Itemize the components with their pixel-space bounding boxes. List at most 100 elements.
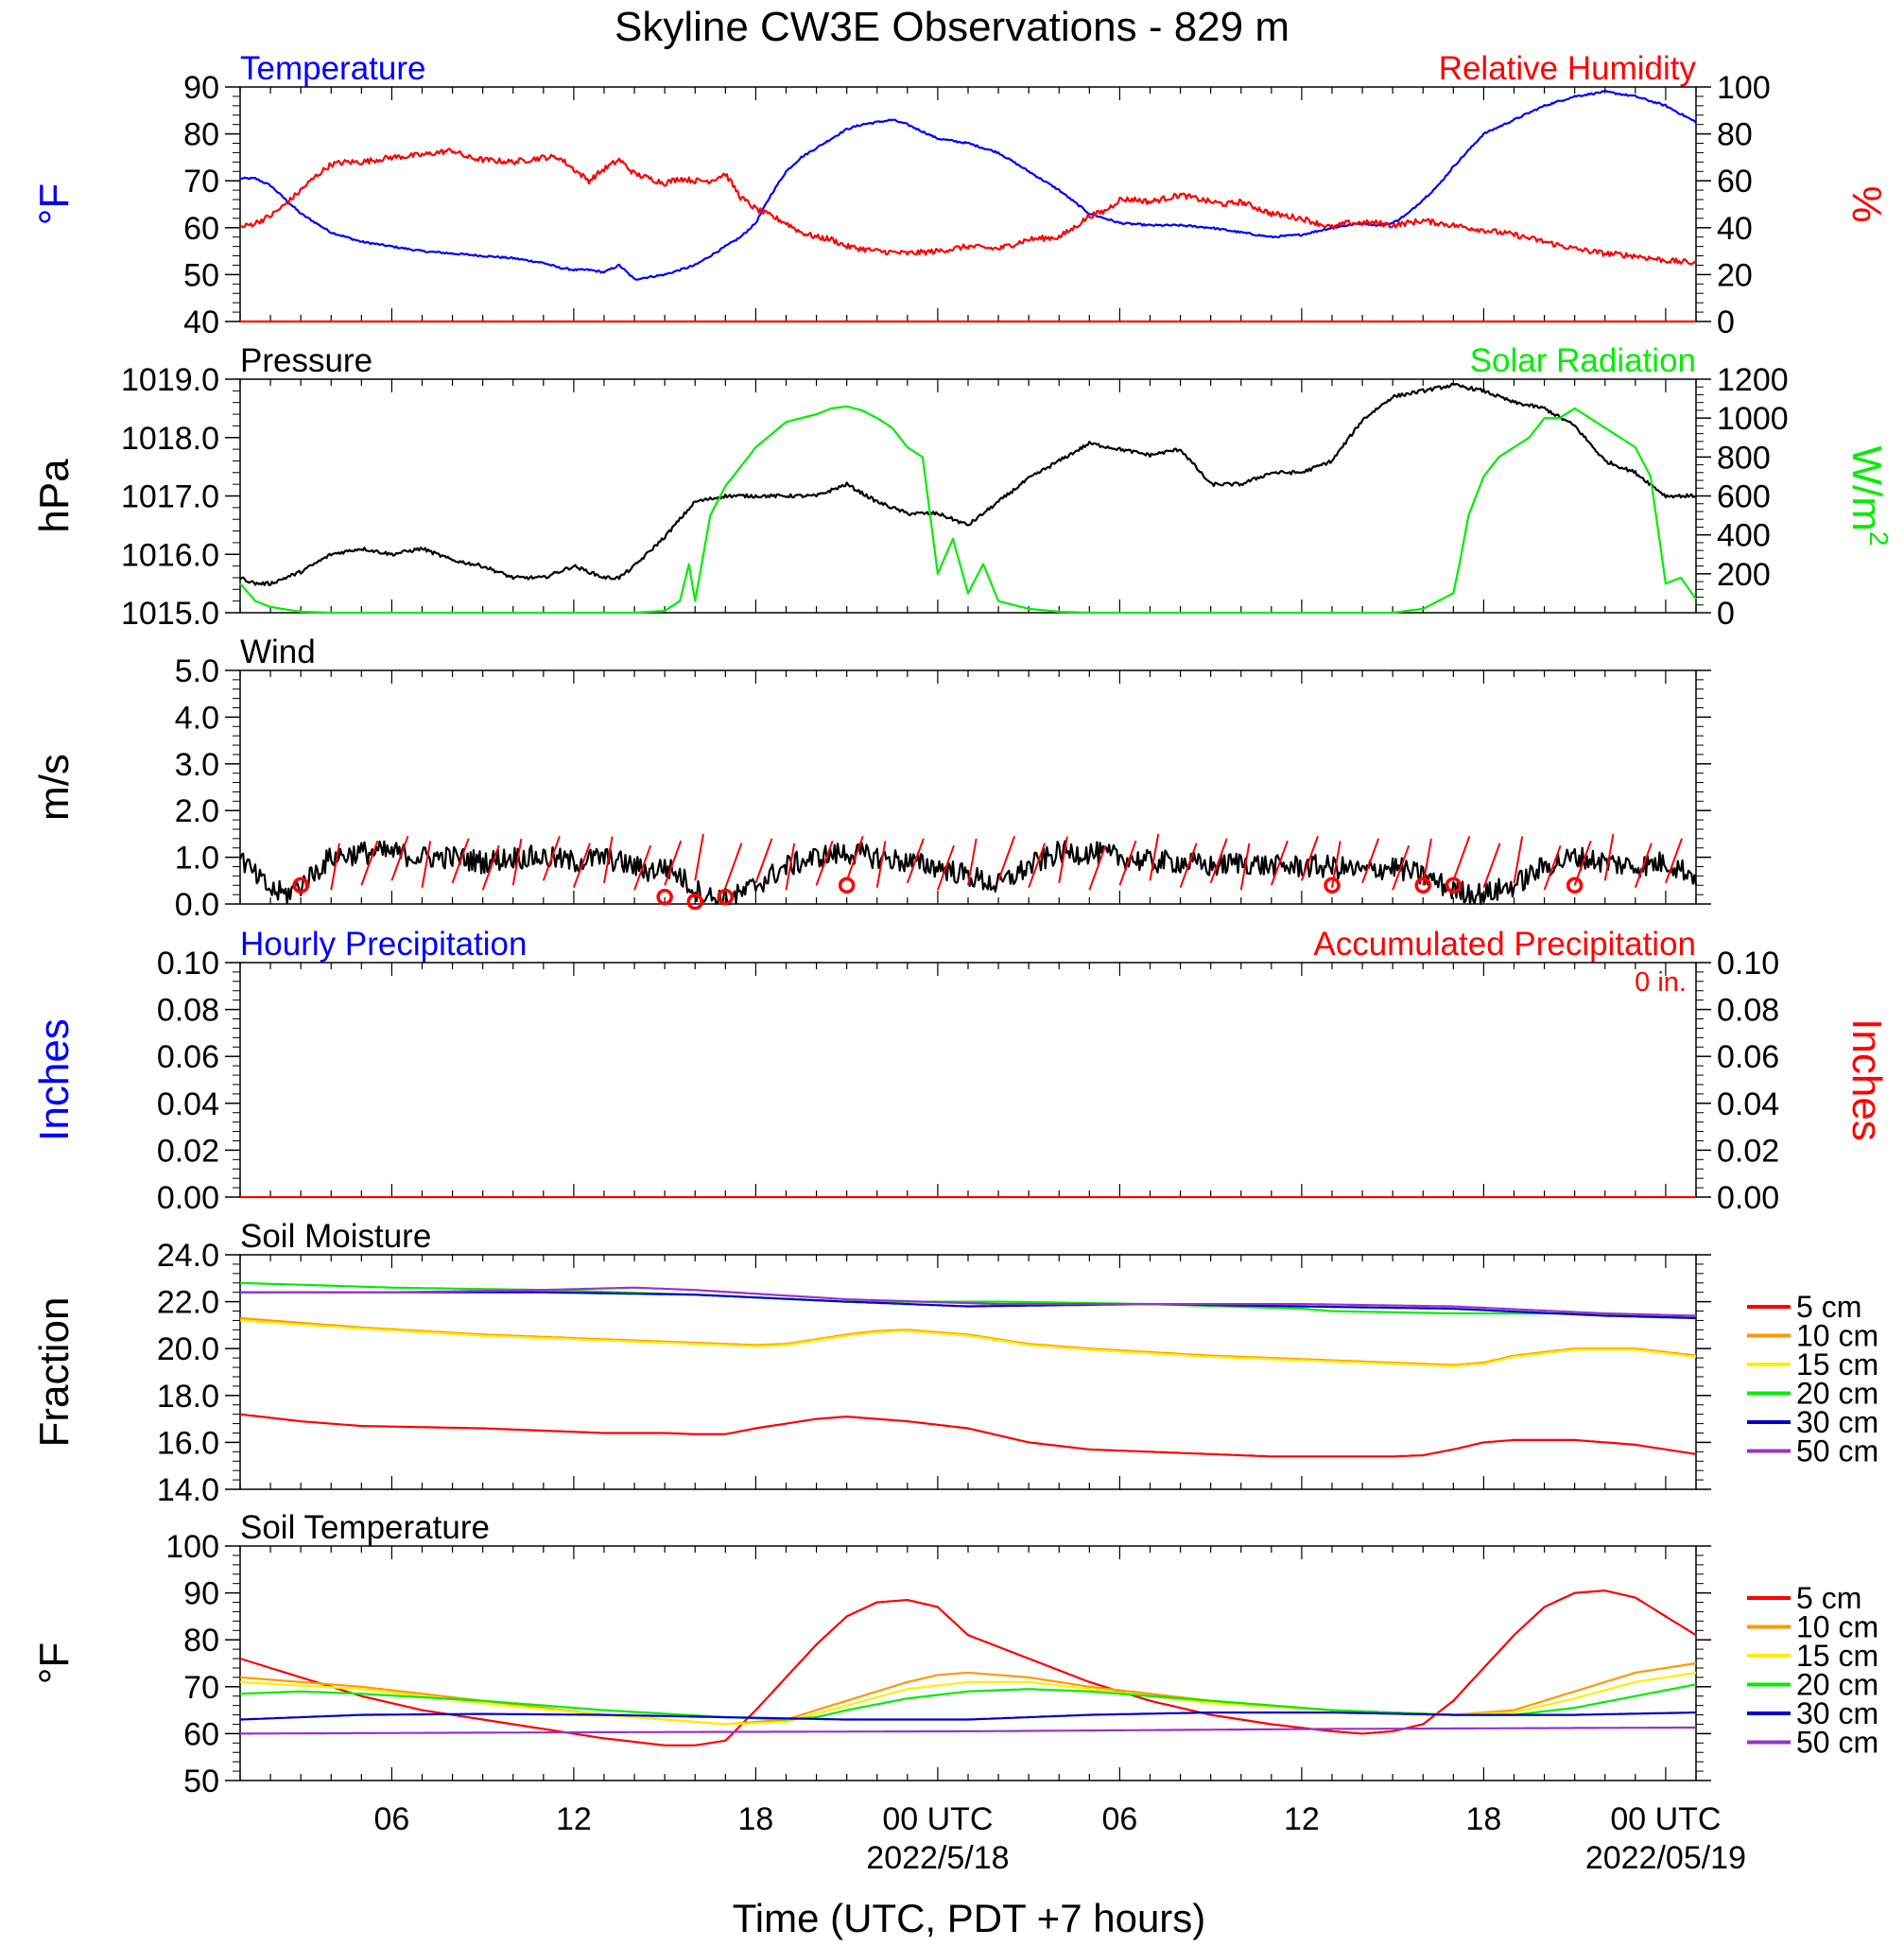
x-tick-label: 12 xyxy=(1284,1801,1320,1837)
series-line-3 xyxy=(239,1319,1697,1367)
y-tick-label-left: 80 xyxy=(183,1623,219,1659)
wind-barb xyxy=(421,841,432,888)
y-tick-label-left: 0.06 xyxy=(157,1039,219,1075)
wind-barb xyxy=(633,844,652,891)
legend-label: 30 cm xyxy=(1796,1405,1878,1439)
y-tick-label-left: 4.0 xyxy=(175,700,219,736)
calm-wind-marker xyxy=(1414,877,1431,894)
y-tick-label-right: 0.06 xyxy=(1717,1039,1779,1075)
y-tick-label-right: 1000 xyxy=(1717,401,1789,437)
y-tick-label-right: 0.10 xyxy=(1717,946,1779,982)
wind-barb xyxy=(542,835,561,881)
y-tick-label-right: 0 xyxy=(1717,304,1735,340)
y-tick-label-right: 100 xyxy=(1717,70,1771,106)
y-tick-label-right: 20 xyxy=(1717,257,1753,293)
y-tick-label-left: 0.00 xyxy=(157,1180,219,1216)
y-tick-label-right: 0.08 xyxy=(1717,993,1779,1029)
y-tick-label-left: 20.0 xyxy=(157,1331,219,1367)
wind-barb xyxy=(1392,844,1411,891)
panel-frame xyxy=(239,962,1697,1198)
wind-barb xyxy=(1088,844,1107,891)
legend-label: 50 cm xyxy=(1796,1726,1878,1760)
y-axis-label-right: Inches xyxy=(1843,1018,1890,1141)
x-tick-label: 18 xyxy=(1466,1801,1502,1837)
series-line-1 xyxy=(239,1589,1697,1746)
wind-barb xyxy=(1149,833,1160,881)
panel-2: 1015.0 1016.0 1017.0 1018.0 1019.0 0200400600… xyxy=(31,342,1894,632)
y-tick-label-left: 0.02 xyxy=(157,1133,219,1169)
wind-barb xyxy=(603,836,614,883)
y-axis-label-right: W/m2 xyxy=(1843,446,1894,547)
panel-3: 0.0 1.0 2.0 3.0 4.0 5.0 Wind m/s xyxy=(31,634,1711,923)
panel-title-right: Accumulated Precipitation xyxy=(1313,926,1696,963)
y-axis-label-left: °F xyxy=(31,183,78,225)
calm-wind-marker xyxy=(656,888,673,906)
y-tick-label-right: 1200 xyxy=(1717,362,1789,398)
y-tick-label-left: 0.04 xyxy=(157,1086,219,1122)
series-line-2 xyxy=(239,1316,1697,1366)
wind-barb xyxy=(997,835,1016,881)
wind-barb xyxy=(1634,843,1653,889)
wind-barb xyxy=(1513,836,1524,883)
y-axis-label-right-superscript: 2 xyxy=(1864,531,1894,547)
calm-wind-marker xyxy=(1324,877,1341,894)
calm-wind-marker xyxy=(1445,877,1463,894)
calm-wind-marker xyxy=(686,893,703,911)
y-tick-label-left: 3.0 xyxy=(175,747,219,783)
series-line-2 xyxy=(239,405,1697,615)
legend-label: 50 cm xyxy=(1796,1434,1878,1468)
y-tick-label-left: 70 xyxy=(183,1670,219,1706)
wind-barb xyxy=(1603,833,1615,881)
panel-frame xyxy=(239,1545,1697,1781)
wind-barb xyxy=(815,840,834,886)
y-tick-label-left: 22.0 xyxy=(157,1285,219,1321)
wind-barb xyxy=(330,843,340,891)
legend-label: 10 cm xyxy=(1796,1610,1878,1644)
series-line-2 xyxy=(239,148,1697,266)
series-line-6 xyxy=(240,1726,1696,1735)
y-tick-label-left: 60 xyxy=(183,211,219,247)
calm-wind-marker xyxy=(838,877,856,894)
wind-barb xyxy=(1058,836,1068,883)
y-tick-label-left: 70 xyxy=(183,164,219,200)
y-axis-label-left: Inches xyxy=(31,1018,78,1141)
y-tick-label-right: 400 xyxy=(1717,518,1771,554)
legend-label: 30 cm xyxy=(1796,1696,1878,1730)
x-tick-label: 18 xyxy=(738,1801,774,1837)
y-tick-label-right: 0.02 xyxy=(1717,1133,1779,1169)
wind-barb xyxy=(1118,840,1137,886)
x-tick-label: 12 xyxy=(556,1801,592,1837)
wind-barb xyxy=(906,838,925,884)
y-tick-label-right: 600 xyxy=(1717,479,1771,515)
wind-barb xyxy=(967,838,978,886)
y-tick-label-right: 0.04 xyxy=(1717,1086,1779,1122)
legend-label: 5 cm xyxy=(1796,1581,1861,1615)
y-tick-label-left: 24.0 xyxy=(157,1238,219,1274)
x-tick-date-label: 2022/05/19 xyxy=(1585,1840,1746,1876)
series-line-5 xyxy=(239,1711,1696,1721)
series-line-1 xyxy=(239,382,1697,586)
wind-barb xyxy=(1664,838,1683,884)
panel-frame xyxy=(239,378,1697,614)
accumulated-annotation: 0 in. xyxy=(1635,967,1687,998)
panel-title-left: Wind xyxy=(240,634,316,670)
y-tick-label-left: 40 xyxy=(183,304,219,340)
wind-barb xyxy=(754,838,773,884)
wind-barb xyxy=(390,835,409,881)
y-axis-label-left: hPa xyxy=(31,459,78,533)
panel-frame xyxy=(239,86,1697,322)
y-axis-label-left: °F xyxy=(31,1642,78,1684)
series-line-1 xyxy=(239,1413,1697,1458)
y-tick-label-left: 0.08 xyxy=(157,993,219,1029)
panel-frame xyxy=(239,1254,1697,1490)
y-tick-label-left: 0.0 xyxy=(175,887,219,923)
legend-label: 20 cm xyxy=(1796,1668,1878,1702)
y-tick-label-right: 80 xyxy=(1717,117,1753,153)
y-tick-label-right: 200 xyxy=(1717,557,1771,593)
y-tick-label-right: 0 xyxy=(1717,596,1735,632)
panel-title-left: Soil Moisture xyxy=(240,1218,431,1255)
calm-wind-marker xyxy=(717,888,735,906)
panel-4: 0.00 0.02 0.04 0.06 0.08 0.10 0.00 0.02 0.04 0.06… xyxy=(31,926,1890,1216)
